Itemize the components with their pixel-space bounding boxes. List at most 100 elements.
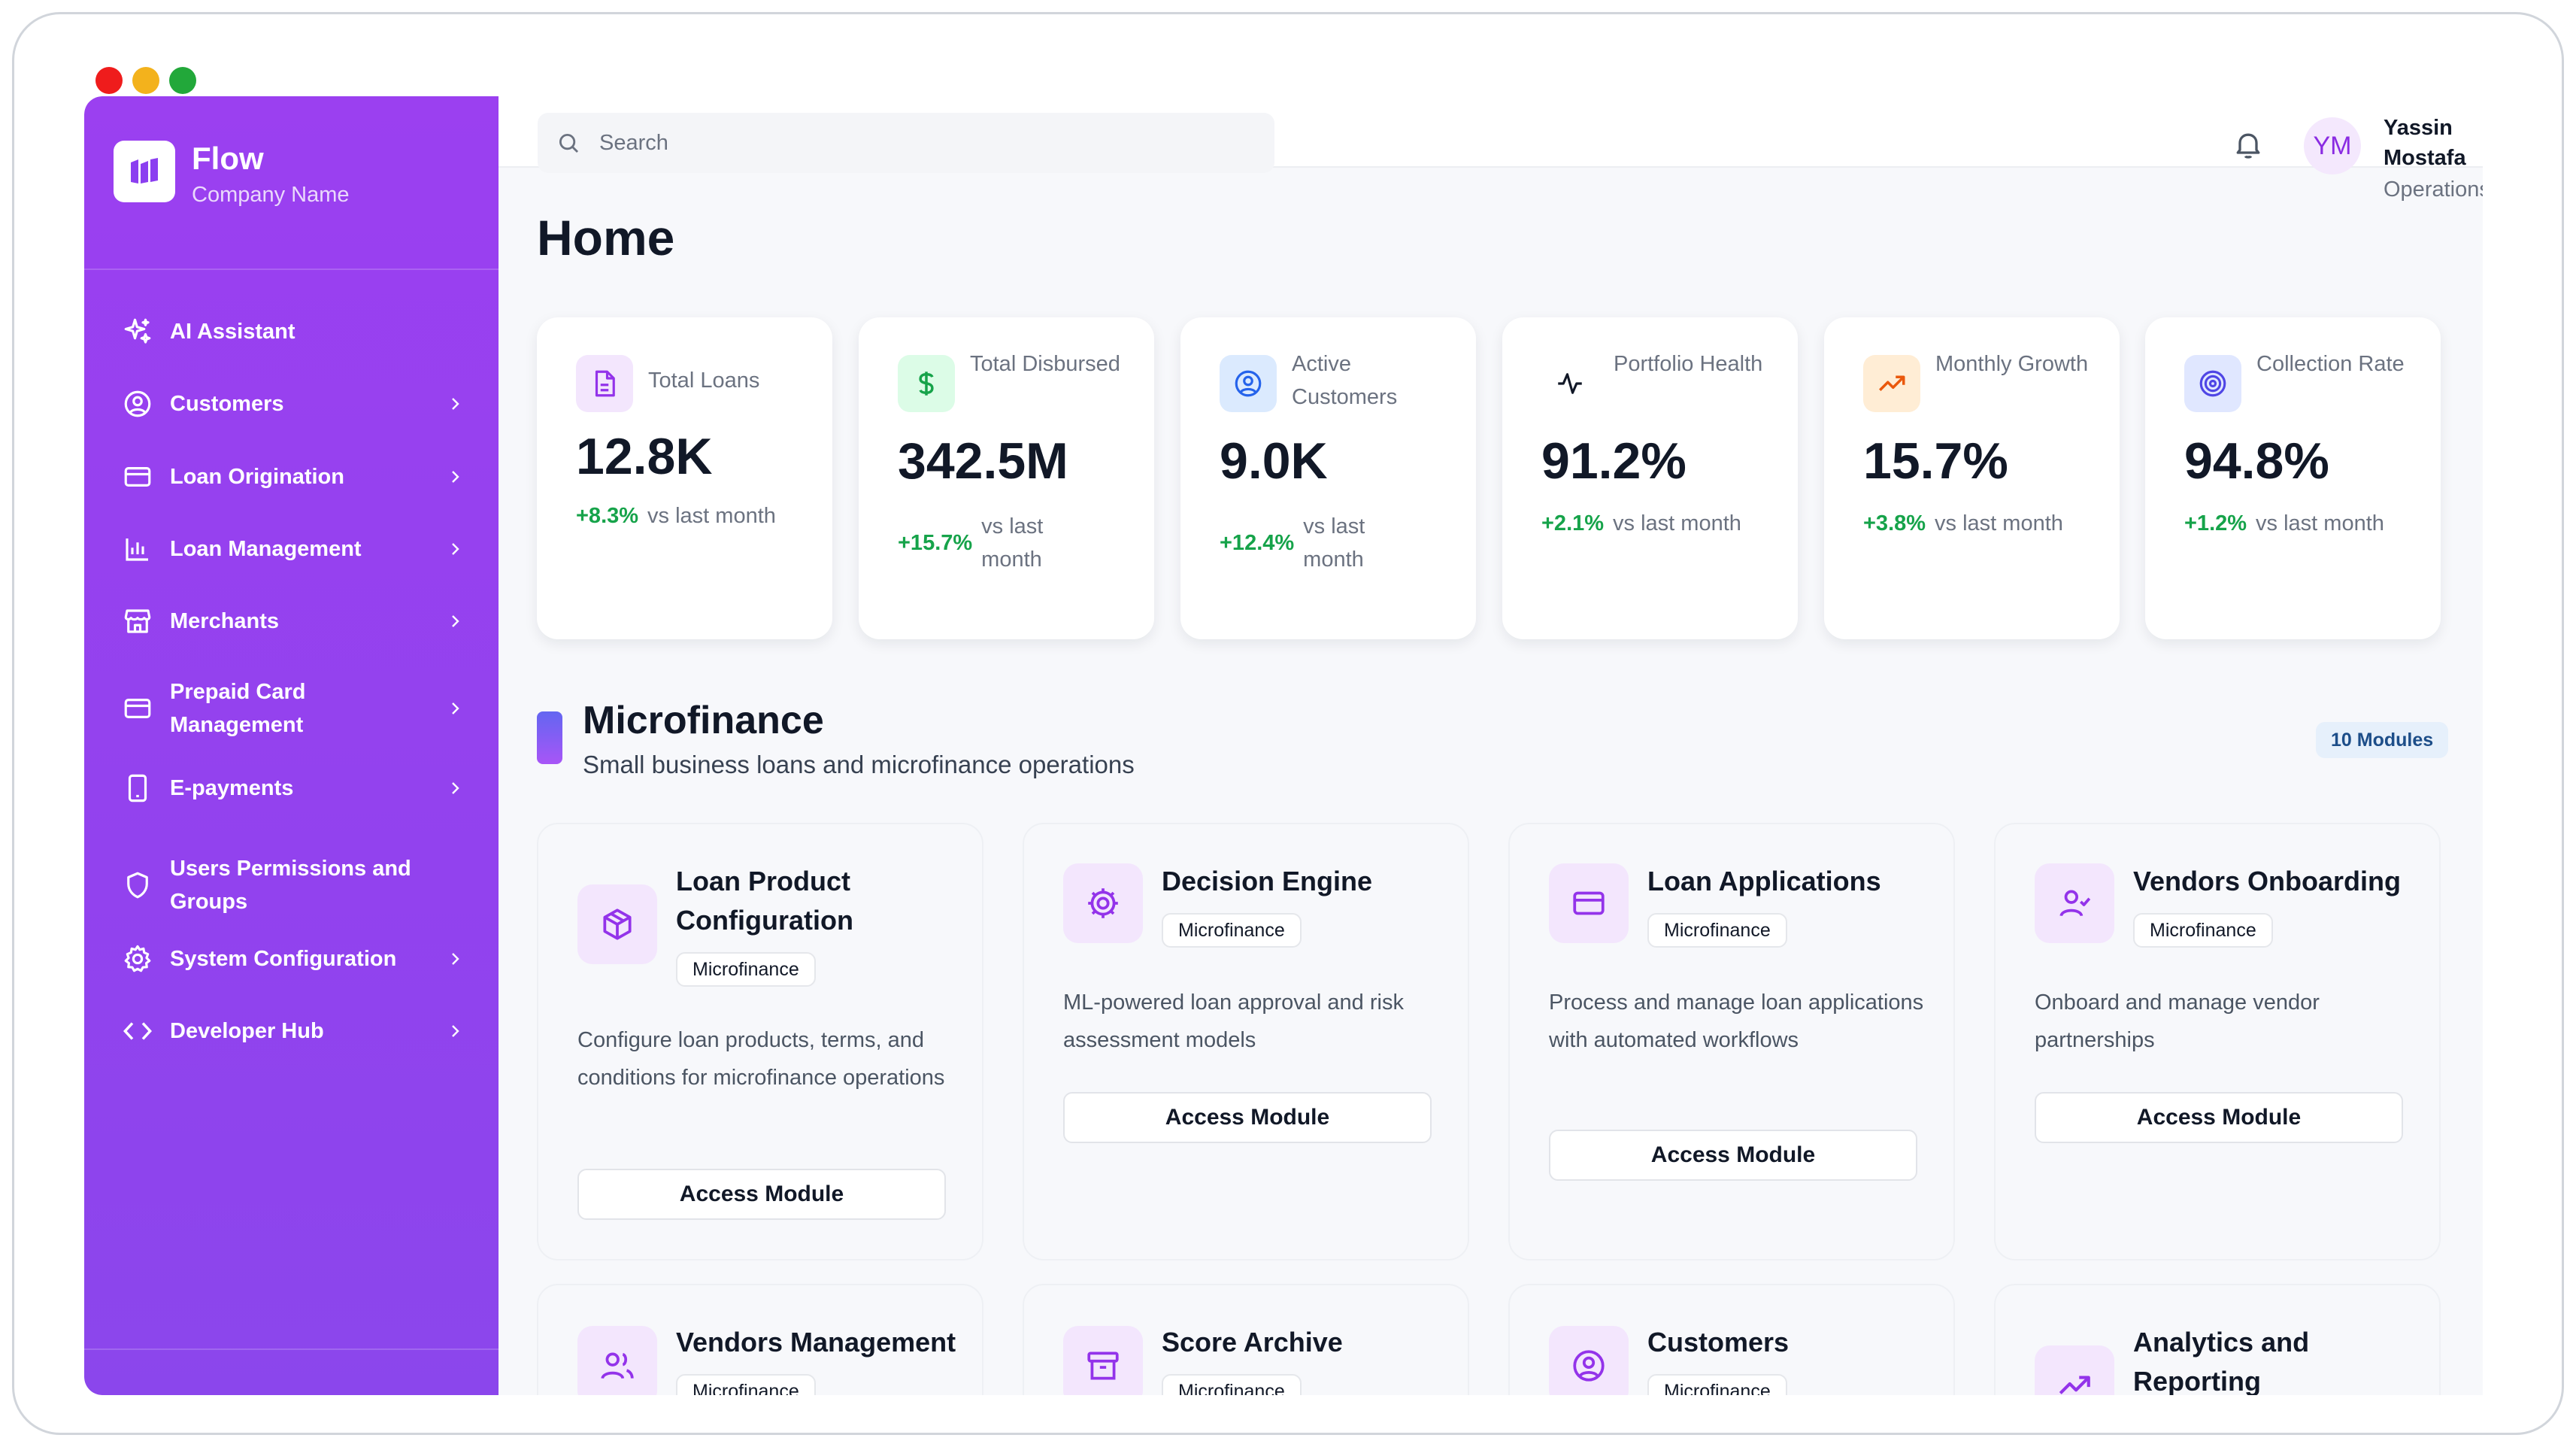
credit-card-icon: [120, 460, 155, 494]
stat-change: +15.7% vs last month: [898, 510, 1093, 576]
company-name: Company Name: [192, 183, 350, 207]
access-module-button[interactable]: Access Module: [577, 1169, 946, 1220]
access-module-button[interactable]: Access Module: [2035, 1092, 2403, 1143]
access-module-button[interactable]: Access Module: [1549, 1130, 1917, 1181]
stat-change-percent: +3.8%: [1863, 511, 1926, 535]
activity-icon: [1541, 355, 1599, 412]
sidebar-divider: [84, 1348, 499, 1350]
flow-logo-icon: [114, 141, 175, 202]
module-description: ML-powered loan approval and risk assess…: [1063, 990, 1404, 1052]
module-card-vendors-management: Vendors Management Microfinance: [537, 1284, 983, 1395]
sidebar-item-prepaid-card-management[interactable]: Prepaid Card Management: [120, 675, 466, 742]
sidebar-item-system-configuration[interactable]: System Configuration: [120, 942, 466, 976]
stat-value: 94.8%: [2184, 432, 2329, 490]
user-circle-icon: [120, 387, 155, 421]
chevron-right-icon: [444, 393, 466, 415]
module-title: Vendors Management: [676, 1327, 956, 1358]
stat-label: Total Disbursed: [970, 352, 1120, 376]
module-title: Vendors Onboarding: [2133, 866, 2402, 896]
stat-change-percent: +2.1%: [1541, 511, 1605, 535]
stat-change-suffix: vs last month: [647, 504, 776, 528]
search-input[interactable]: [599, 130, 1246, 156]
module-tag: Microfinance: [1647, 1374, 1787, 1395]
stat-value: 15.7%: [1863, 432, 2008, 490]
close-window-button[interactable]: [95, 67, 123, 94]
chevron-right-icon: [444, 777, 466, 799]
chevron-right-icon: [444, 1020, 466, 1042]
access-module-button[interactable]: Access Module: [1063, 1092, 1432, 1143]
avatar[interactable]: YM: [2304, 117, 2361, 174]
sidebar-item-loan-management[interactable]: Loan Management: [120, 532, 466, 566]
stat-change: +1.2% vs last month: [2184, 507, 2384, 540]
sidebar-item-loan-origination[interactable]: Loan Origination: [120, 460, 466, 494]
module-title: Loan Product Configuration: [676, 866, 853, 936]
stat-change-percent: +1.2%: [2184, 511, 2247, 535]
module-card-customers: Customers Microfinance: [1508, 1284, 1955, 1395]
chevron-right-icon: [444, 538, 466, 560]
stat-change: +12.4% vs last month: [1220, 510, 1415, 576]
bell-icon[interactable]: [2232, 128, 2265, 161]
stat-change-suffix: vs last month: [2256, 511, 2384, 535]
sidebar-item-label: Loan Origination: [170, 465, 344, 489]
module-card-score-archive: Score Archive Microfinance: [1023, 1284, 1469, 1395]
shield-icon: [120, 868, 155, 902]
module-title: Score Archive: [1162, 1327, 1343, 1358]
top-bar: YM Yassin Mostafa Operations: [499, 96, 2483, 202]
sidebar-item-e-payments[interactable]: E-payments: [120, 771, 466, 805]
module-title: Analytics and Reporting: [2133, 1327, 2310, 1395]
stat-card-total-disbursed[interactable]: Total Disbursed 342.5M +15.7% vs last mo…: [859, 317, 1154, 639]
chevron-right-icon: [444, 466, 466, 488]
code-icon: [120, 1014, 155, 1048]
module-title: Loan Applications: [1647, 866, 1881, 896]
sidebar-item-users-permissions[interactable]: Users Permissions and Groups: [120, 852, 466, 918]
sidebar-item-developer-hub[interactable]: Developer Hub: [120, 1014, 466, 1048]
sidebar-item-merchants[interactable]: Merchants: [120, 604, 466, 639]
stat-change: +2.1% vs last month: [1541, 507, 1741, 540]
sparkles-icon: [120, 314, 155, 349]
module-tag: Microfinance: [2133, 913, 2273, 948]
chevron-right-icon: [444, 948, 466, 970]
sidebar-item-label: Customers: [170, 392, 284, 416]
module-card-loan-product-configuration: Loan Product Configuration Microfinance …: [537, 823, 983, 1260]
user-info[interactable]: Yassin Mostafa Operations: [2384, 113, 2483, 206]
stat-card-collection-rate[interactable]: Collection Rate 94.8% +1.2% vs last mont…: [2145, 317, 2441, 639]
minimize-window-button[interactable]: [132, 67, 159, 94]
bar-chart-icon: [120, 532, 155, 566]
sidebar-item-label: Users Permissions and Groups: [170, 857, 411, 914]
user-circle-icon: [1220, 355, 1277, 412]
stat-value: 9.0K: [1220, 432, 1328, 490]
brand-name: Flow: [192, 141, 264, 176]
cog-icon: [1063, 863, 1143, 943]
app-shell: Flow Company Name AI Assistant Customers…: [84, 96, 2483, 1395]
stat-label: Active Customers: [1292, 352, 1398, 409]
chevron-right-icon: [444, 697, 466, 720]
stat-card-monthly-growth[interactable]: Monthly Growth 15.7% +3.8% vs last month: [1824, 317, 2120, 639]
stat-label: Collection Rate: [2256, 352, 2405, 376]
module-title: Customers: [1647, 1327, 1790, 1358]
sidebar-item-ai-assistant[interactable]: AI Assistant: [120, 314, 466, 349]
module-card-decision-engine: Decision Engine Microfinance ML-powered …: [1023, 823, 1469, 1260]
stat-card-total-loans[interactable]: Total Loans 12.8K +8.3% vs last month: [537, 317, 832, 639]
dollar-icon: [898, 355, 955, 412]
stat-label: Portfolio Health: [1614, 352, 1763, 376]
stat-value: 342.5M: [898, 432, 1068, 490]
search-box[interactable]: [538, 113, 1274, 173]
stat-label: Monthly Growth: [1935, 352, 2089, 376]
chevron-right-icon: [444, 610, 466, 632]
modules-count-badge: 10 Modules: [2316, 722, 2449, 758]
module-card-vendors-onboarding: Vendors Onboarding Microfinance Onboard …: [1994, 823, 2441, 1260]
store-icon: [120, 604, 155, 639]
brand[interactable]: Flow Company Name: [114, 141, 350, 208]
stat-card-portfolio-health[interactable]: Portfolio Health 91.2% +2.1% vs last mon…: [1502, 317, 1798, 639]
stat-change-suffix: vs last month: [1613, 511, 1741, 535]
maximize-window-button[interactable]: [169, 67, 196, 94]
module-tag: Microfinance: [1647, 913, 1787, 948]
stat-change-suffix: vs last month: [1935, 511, 2063, 535]
stat-card-active-customers[interactable]: Active Customers 9.0K +12.4% vs last mon…: [1180, 317, 1476, 639]
trending-up-icon: [2035, 1345, 2114, 1395]
user-check-icon: [2035, 863, 2114, 943]
module-tag: Microfinance: [676, 1374, 816, 1395]
sidebar-item-customers[interactable]: Customers: [120, 387, 466, 421]
module-description: Process and manage loan applications wit…: [1549, 990, 1924, 1052]
sidebar-divider: [84, 268, 499, 270]
